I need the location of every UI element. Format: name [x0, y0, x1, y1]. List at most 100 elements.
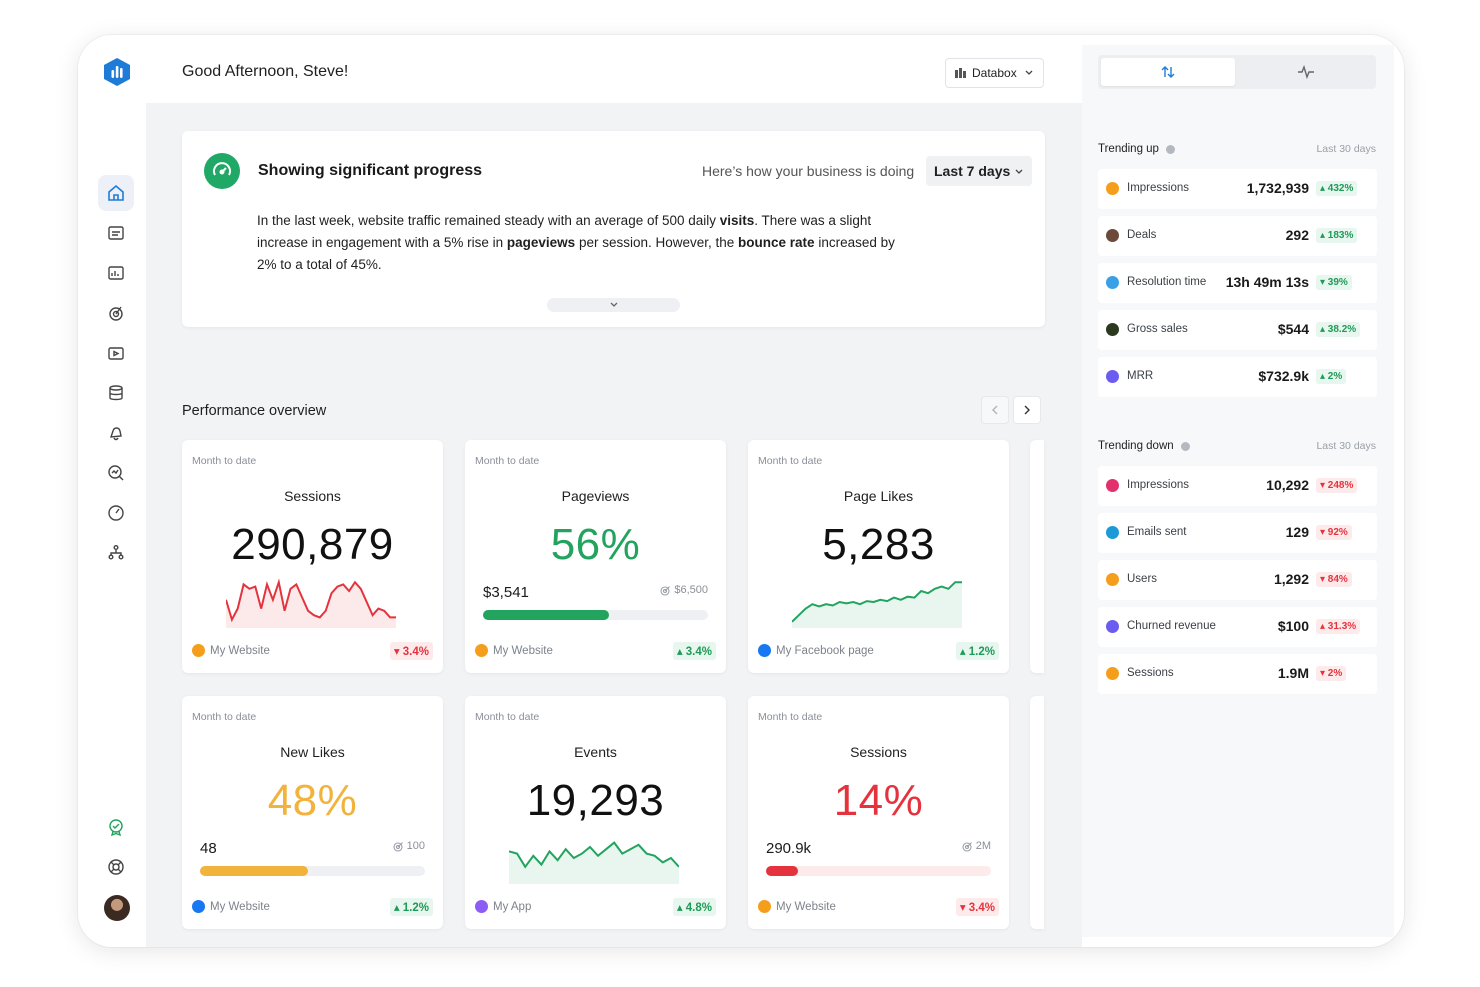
metric-period: Month to date	[758, 455, 823, 467]
metric-progress-fill	[766, 866, 798, 876]
metric-period: Month to date	[475, 711, 540, 723]
metric-sparkline	[792, 581, 962, 628]
trend-row[interactable]: Resolution time 13h 49m 13s ▾ 39%	[1098, 263, 1377, 303]
trend-change-badge: ▴ 432%	[1316, 181, 1358, 196]
tab-trending[interactable]	[1101, 58, 1235, 86]
summary-text: In the last week, website traffic remain…	[257, 213, 720, 228]
trend-metric-value: $544	[1277, 321, 1309, 337]
source-icon	[1106, 667, 1119, 680]
metric-source-label: My Website	[776, 900, 836, 913]
trend-change-badge: ▾ 92%	[1316, 525, 1352, 540]
trending-down-header: Trending down Last 30 days	[1098, 440, 1376, 452]
metric-source-label: My Website	[210, 900, 270, 913]
source-icon	[1106, 620, 1119, 633]
trend-metric-name: Gross sales	[1127, 323, 1188, 335]
metric-value: 56%	[550, 520, 641, 569]
trend-metric-name: Impressions	[1127, 479, 1189, 491]
avatar[interactable]	[104, 895, 130, 921]
performance-title: Performance overview	[182, 403, 327, 419]
trend-row[interactable]: Churned revenue $100 ▴ 31.3%	[1098, 607, 1377, 647]
datasets-icon[interactable]	[98, 375, 134, 411]
dashboard-icon[interactable]	[98, 255, 134, 291]
source-icon	[192, 644, 205, 657]
numbers-icon[interactable]	[98, 215, 134, 251]
chevron-left-icon	[992, 405, 998, 415]
summary-text: . There was a slight increase in engagem…	[257, 213, 872, 250]
info-icon[interactable]	[1165, 144, 1175, 154]
trend-change-badge: ▾ 2%	[1316, 666, 1347, 681]
tab-activity[interactable]	[1239, 58, 1373, 86]
period-selector[interactable]: Last 7 days	[926, 156, 1033, 186]
metric-card[interactable]: Month to date Events 19,293 My App ▴ 4.8%	[465, 696, 726, 929]
metric-card[interactable]: Month to date Page Likes 5,283 My Facebook …	[748, 440, 1009, 673]
trend-row[interactable]: Impressions 10,292 ▾ 248%	[1098, 466, 1377, 506]
metric-card[interactable]: Month to date Pageviews 56% $3,541 $6,500 My …	[465, 440, 726, 673]
trend-change-badge: ▾ 84%	[1316, 572, 1352, 587]
metric-card[interactable]: Month to date Sessions 14% 290.9k 2M My Websi…	[748, 696, 1009, 929]
metric-goal-value: 2M	[975, 840, 991, 852]
trend-row[interactable]: Sessions 1.9M ▾ 2%	[1098, 654, 1377, 694]
source-icon	[1106, 276, 1119, 289]
summary-text: per session. However, the	[575, 235, 739, 250]
trend-row[interactable]: Deals 292 ▴ 183%	[1098, 216, 1377, 256]
metric-progress-fill	[200, 866, 308, 876]
metric-value: 48%	[267, 776, 358, 825]
previous-button[interactable]	[981, 396, 1009, 424]
goals-icon[interactable]	[98, 295, 134, 331]
pulse-icon	[1298, 65, 1314, 79]
metric-card[interactable]: Month to date New Likes 48% 48 100 My Website…	[182, 696, 443, 929]
summary-highlight: bounce rate	[738, 235, 815, 250]
badge-icon[interactable]	[98, 809, 134, 845]
app-window: Good Afternoon, Steve! Databox Showing s…	[78, 35, 1404, 947]
metric-change: ▴ 3.4%	[672, 642, 716, 660]
trend-metric-value: 1,732,939	[1246, 180, 1309, 196]
summary-text: increased by 2% to a total of 45%.	[257, 235, 895, 272]
account-selector[interactable]: Databox	[945, 58, 1044, 88]
source-icon	[475, 900, 488, 913]
home-icon[interactable]	[98, 175, 134, 211]
team-icon[interactable]	[98, 535, 134, 571]
main-content: Showing significant progress Here’s how …	[146, 103, 1082, 947]
trend-change-badge: ▾ 248%	[1316, 478, 1358, 493]
trend-metric-name: Deals	[1127, 229, 1157, 241]
goal-icon	[962, 841, 972, 852]
goal-icon	[660, 585, 671, 596]
trend-metric-name: Resolution time	[1127, 276, 1207, 288]
metric-period: Month to date	[758, 711, 823, 723]
top-bar: Good Afternoon, Steve! Databox	[146, 35, 1082, 103]
trend-change-badge: ▴ 183%	[1316, 228, 1358, 243]
metric-sparkline	[226, 578, 396, 628]
trend-metric-name: Impressions	[1127, 182, 1189, 194]
trend-row[interactable]: Users 1,292 ▾ 84%	[1098, 560, 1377, 600]
trend-row[interactable]: Impressions 1,732,939 ▴ 432%	[1098, 169, 1377, 209]
reports-icon[interactable]	[98, 335, 134, 371]
sparkline-line	[509, 841, 679, 869]
metric-card-peek[interactable]	[1030, 696, 1044, 929]
trend-metric-value: 1,292	[1273, 571, 1309, 587]
trend-row[interactable]: Emails sent 129 ▾ 92%	[1098, 513, 1377, 553]
chevron-down-icon	[1015, 169, 1023, 174]
chevron-down-icon	[610, 302, 617, 307]
metric-name: Pageviews	[561, 488, 630, 504]
info-icon[interactable]	[1180, 441, 1190, 451]
metric-source: My Website	[758, 900, 836, 913]
metric-source-label: My Website	[210, 644, 270, 657]
metric-card[interactable]: Month to date Sessions 290,879 My Website ▾ …	[182, 440, 443, 673]
trend-change-badge: ▴ 31.3%	[1316, 619, 1361, 634]
metric-card-peek[interactable]	[1030, 440, 1044, 673]
metric-name: Sessions	[850, 744, 907, 760]
trend-row[interactable]: Gross sales $544 ▴ 38.2%	[1098, 310, 1377, 350]
alerts-icon[interactable]	[98, 415, 134, 451]
trending-down-title: Trending down	[1098, 440, 1174, 452]
next-button[interactable]	[1013, 396, 1041, 424]
gauge-icon	[204, 153, 240, 189]
account-name: Databox	[972, 66, 1017, 80]
insights-icon[interactable]	[98, 455, 134, 491]
trend-row[interactable]: MRR $732.9k ▴ 2%	[1098, 357, 1377, 397]
benchmarks-icon[interactable]	[98, 495, 134, 531]
databox-logo[interactable]	[103, 57, 131, 87]
metric-source: My Website	[475, 644, 553, 657]
help-icon[interactable]	[98, 849, 134, 885]
source-icon	[758, 900, 771, 913]
expand-toggle[interactable]	[547, 298, 680, 312]
